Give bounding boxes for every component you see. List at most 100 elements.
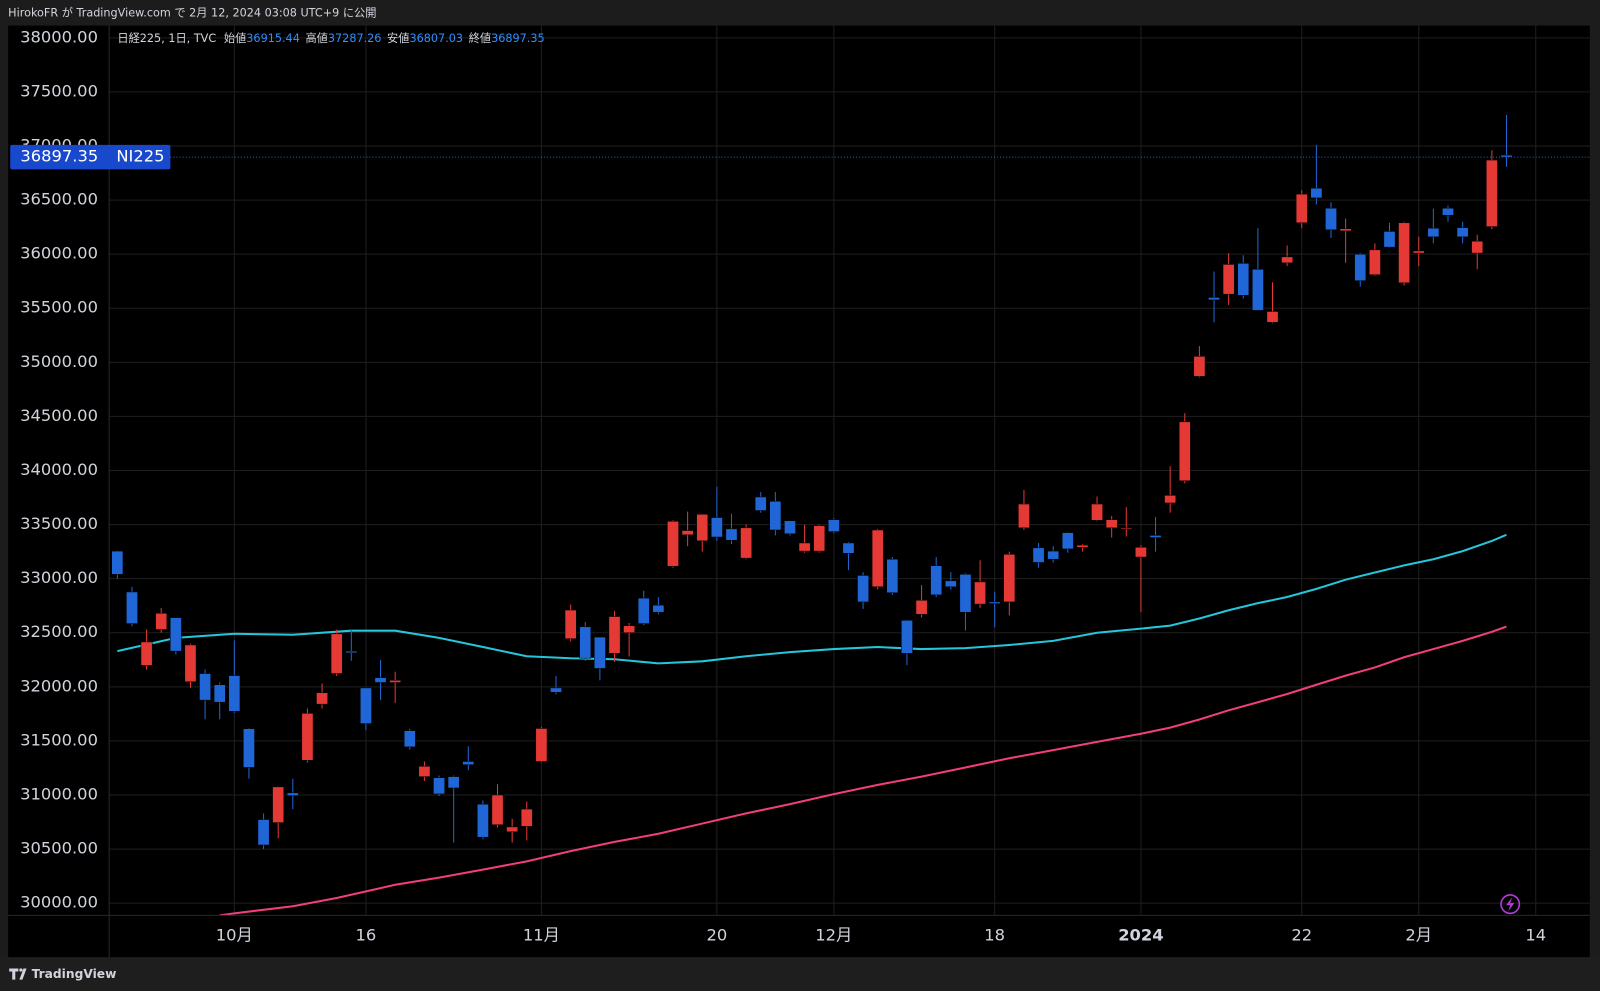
y-tick-label: 31500.00 (20, 730, 98, 749)
x-tick-label: 2月 (1405, 925, 1432, 944)
candle-body (871, 529, 884, 588)
candle-body (754, 496, 767, 511)
candle-body (1178, 421, 1191, 482)
candle-body (535, 728, 548, 762)
y-tick-label: 37500.00 (20, 81, 98, 100)
candle-body (403, 730, 416, 748)
y-tick-label: 31000.00 (20, 785, 98, 804)
candle-body (1427, 227, 1440, 238)
candle-body (1018, 503, 1030, 529)
candle-body (857, 575, 869, 603)
price-tag: 36897.35 NI225 (10, 144, 171, 170)
x-tick-label: 22 (1291, 925, 1312, 944)
candle-body (1398, 222, 1410, 284)
candle-body (623, 625, 635, 634)
candle-body (257, 819, 270, 846)
candle-body (1471, 240, 1484, 254)
legend-open-label: 始値 (224, 31, 246, 45)
legend-high-label: 高値 (305, 31, 327, 45)
candle-body (345, 650, 358, 654)
footer-logo (9, 968, 27, 980)
candle-body (827, 519, 840, 532)
candle-body (286, 792, 299, 796)
candle-body (126, 591, 138, 624)
footer (0, 957, 1600, 991)
candle-body (944, 580, 957, 588)
legend-low-label: 安値 (387, 31, 409, 45)
candle-body (1061, 532, 1074, 550)
candle-body (184, 644, 197, 683)
candle-body (111, 550, 124, 575)
candle-body (1266, 311, 1279, 323)
y-tick-label: 34000.00 (20, 460, 98, 479)
y-tick-label: 36000.00 (20, 244, 98, 263)
publish-header: HirokoFR が TradingView.com で 2月 12, 2024… (8, 5, 376, 19)
candle-body (199, 673, 211, 701)
candle-body (725, 528, 738, 541)
candle-body (901, 620, 913, 654)
candle-body (769, 501, 782, 531)
candle-body (696, 514, 709, 542)
candle-body (374, 677, 387, 683)
candle-body (301, 713, 314, 761)
candle-body (447, 776, 460, 789)
candle-body (1456, 227, 1469, 238)
candle-body (1135, 547, 1147, 558)
candle-body (1295, 193, 1308, 224)
x-tick-label: 14 (1525, 925, 1546, 944)
y-tick-label: 33000.00 (20, 568, 98, 587)
y-tick-label: 36500.00 (20, 190, 98, 209)
candle-body (594, 636, 606, 669)
candle-body (1222, 264, 1235, 295)
y-tick-label: 35000.00 (20, 352, 98, 371)
candle-body (1047, 550, 1060, 560)
footer-brand: TradingView (32, 967, 117, 981)
candle-body (652, 604, 665, 613)
price-tag-symbol: NI225 (116, 147, 164, 166)
axes: 30000.00 30500.00 31000.00 31500.00 32000.00… (20, 27, 1546, 944)
candle-body (1412, 250, 1425, 254)
candle-body (579, 626, 592, 659)
x-tick-label: 2024 (1118, 925, 1163, 944)
x-tick-label: 18 (984, 925, 1005, 944)
candle-body (608, 616, 621, 654)
candle-body (1237, 263, 1250, 296)
candle-body (140, 641, 153, 666)
candle-body (155, 613, 168, 630)
candle-body (1442, 207, 1454, 216)
candle-body (784, 520, 796, 535)
candle-body (1120, 527, 1133, 530)
candle-body (842, 542, 855, 554)
legend-symbol: 日経225, 1日, TVC (117, 32, 216, 45)
candle-body (681, 530, 694, 536)
candle-body (974, 581, 986, 605)
price-tag-value: 36897.35 (20, 147, 98, 166)
candle-body (740, 527, 752, 559)
candle-body (213, 684, 226, 703)
candle-body (798, 542, 811, 552)
candle-body (389, 680, 402, 683)
legend-high: 37287.26 (328, 32, 382, 45)
candle-body (228, 675, 241, 712)
candle-body (915, 600, 928, 615)
candle-body (988, 601, 1001, 604)
candle-body (360, 687, 372, 724)
candle-body (711, 517, 723, 538)
candle-body (1369, 249, 1381, 275)
moving-average-line (117, 533, 1507, 665)
candle-body (1383, 231, 1396, 248)
y-tick-label: 35500.00 (20, 298, 98, 317)
y-tick-label: 38000.00 (20, 27, 98, 46)
y-tick-label: 30000.00 (20, 893, 98, 912)
y-tick-label: 32500.00 (20, 622, 98, 641)
candle-body (1339, 228, 1352, 232)
candle-body (959, 574, 972, 613)
moving-average-line (219, 625, 1507, 916)
candle-body (1325, 207, 1337, 231)
candle-body (433, 777, 445, 795)
alert-icon[interactable] (1500, 894, 1521, 915)
candle-body (1076, 544, 1089, 548)
candle-body (550, 687, 562, 693)
candle-body (1164, 495, 1177, 504)
candle-body (1208, 297, 1220, 301)
